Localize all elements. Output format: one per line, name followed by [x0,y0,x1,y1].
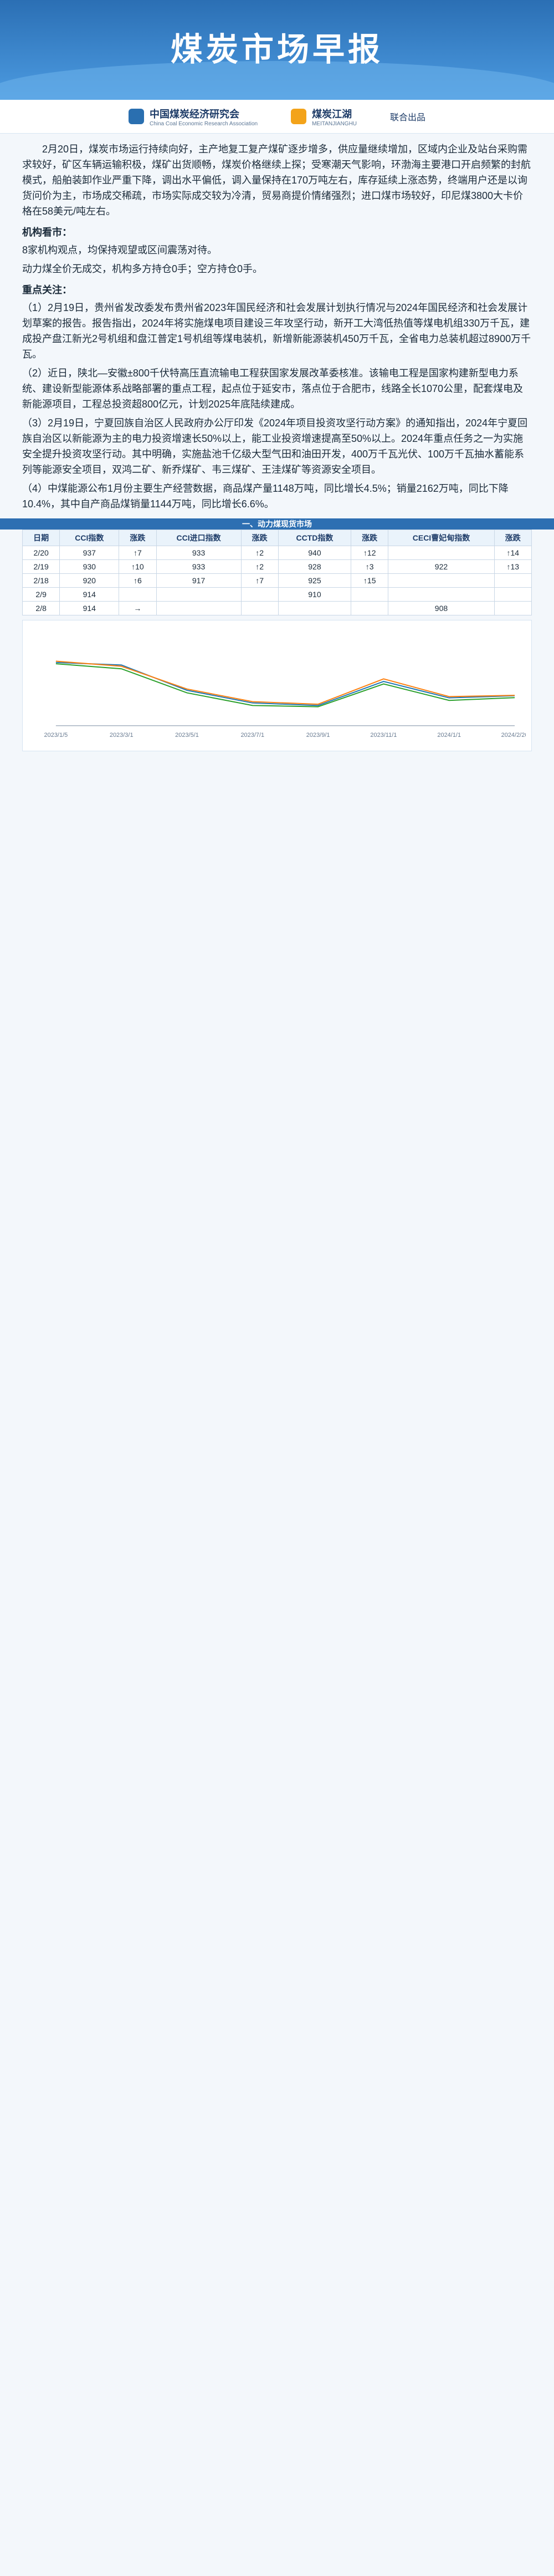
focus-item-1: （1）2月19日，贵州省发改委发布贵州省2023年国民经济和社会发展计划执行情况… [22,302,531,360]
cci-table-cell [156,587,242,602]
cci-table-cell: ↑14 [494,546,532,560]
cci-table-cell: ↑2 [240,546,279,560]
cci-table-cell: 920 [59,573,120,588]
cci-table-cell: ↑2 [240,559,279,574]
cci-table-cell [388,587,495,602]
x-tick-label: 2023/5/1 [175,732,199,739]
cci-table-row: 2/18 920 ↑6 917 ↑7 925 ↑15 [22,573,532,588]
cci-table-cell [156,601,242,615]
focus-item-2: （2）近日，陕北—安徽±800千伏特高压直流输电工程获国家发展改革委核准。该输电… [22,368,524,410]
cci-table-header: CCI进口指数 [156,530,242,546]
focus-title: 重点关注： [22,284,72,296]
series-0-line [55,661,515,706]
cci-table-header: CECI曹妃甸指数 [388,530,495,546]
cci-table-cell [494,601,532,615]
ccera-logo-mark [128,109,144,124]
cci-table-cell: 2/9 [22,587,60,602]
cci-table-cell: 928 [278,559,352,574]
cci-table-cell [240,601,279,615]
logo-meitanjianghu: 煤炭江湖 MEITANJIANGHU [291,106,357,127]
series-2-line [55,663,515,707]
cci-table-cell [388,573,495,588]
agency-title: 机构看市： [22,227,72,238]
cci-table-header: 涨跌 [351,530,389,546]
x-tick-label: 2023/9/1 [306,732,330,739]
cci-table-cell: ↑10 [119,559,157,574]
ccera-logo-en: China Coal Economic Research Association [149,120,258,127]
cci-table-cell [351,601,389,615]
cci-table-cell: 930 [59,559,120,574]
cci-line-chart: 2023/1/5 2023/3/1 2023/5/1 2023/7/1 2023/9/1… [44,660,528,739]
main-content: 2月20日，煤炭市场运行持续向好，主产地复工复产煤矿逐步增多，供应量继续增加，区… [0,134,554,512]
cci-table-cell: 917 [156,573,242,588]
x-tick-label: 2023/3/1 [110,732,134,739]
cci-table-cell: ↑13 [494,559,532,574]
cci-table-cell: ↑7 [240,573,279,588]
cci-table-cell: 933 [156,546,242,560]
x-tick-label: 2023/1/5 [44,732,68,739]
cci-table-row: 2/8 914 → 908 [22,601,532,615]
cci-table-cell: → [119,601,157,615]
market-summary: 2月20日，煤炭市场运行持续向好，主产地复工复产煤矿逐步增多，供应量继续增加，区… [22,144,531,217]
meitanjianghu-logo-en: MEITANJIANGHU [312,120,357,127]
cci-table-cell: ↑12 [351,546,389,560]
cci-table-cell: ↑7 [119,546,157,560]
meitanjianghu-logo-mark [291,109,307,124]
cci-table-cell: 925 [278,573,352,588]
cci-table-cell: 914 [59,587,120,602]
x-tick-label: 2024/2/20 [501,732,526,739]
cci-table-cell: 2/19 [22,559,60,574]
cci-table-cell: 910 [278,587,352,602]
cci-table-cell: ↑15 [351,573,389,588]
cci-table-row: 2/20 937 ↑7 933 ↑2 940 ↑12 ↑14 [22,546,532,560]
meitanjianghu-logo-name: 煤炭江湖 [312,108,352,120]
cci-table-header: CCTD指数 [278,530,352,546]
cci-table-cell: 940 [278,546,352,560]
cci-table-header: CCI指数 [59,530,120,546]
logo-strip: 中国煤炭经济研究会 China Coal Economic Research A… [0,100,554,134]
cci-table-cell: 937 [59,546,120,560]
x-tick-label: 2023/11/1 [370,732,397,739]
ccera-logo-name: 中国煤炭经济研究会 [149,108,239,120]
focus-item-3: （3）2月19日，宁夏回族自治区人民政府办公厅印发《2024年项目投资攻坚行动方… [22,418,528,475]
cci-table-cell: 2/8 [22,601,60,615]
cci-table-cell [494,573,532,588]
agency-line-1: 8家机构观点，均保持观望或区间震荡对待。 [22,245,218,256]
cci-table-cell: 2/18 [22,573,60,588]
cci-table-row: 2/9 914 910 [22,587,532,602]
cci-table-cell [278,601,352,615]
cci-table-cell [240,587,279,602]
hero-header: 煤炭市场早报 [0,0,554,100]
cci-table-header: 涨跌 [494,530,532,546]
section1-bar: 一、动力煤现货市场 [0,518,554,530]
cci-table-cell [388,546,495,560]
cci-table-cell: 2/20 [22,546,60,560]
cci-price-table: 日期 CCI指数 涨跌 CCI进口指数 涨跌 CCTD指数 涨跌 CECI曹妃甸… [22,530,532,615]
cci-table-cell: 922 [388,559,495,574]
cci-table-cell: ↑3 [351,559,389,574]
cci-table-cell: 908 [388,601,495,615]
x-tick-label: 2024/1/1 [437,732,461,739]
logo-ccera: 中国煤炭经济研究会 China Coal Economic Research A… [128,106,258,127]
cci-table-header-row: 日期 CCI指数 涨跌 CCI进口指数 涨跌 CCTD指数 涨跌 CECI曹妃甸… [22,530,532,546]
cci-table-cell [351,587,389,602]
cci-table-row: 2/19 930 ↑10 933 ↑2 928 ↑3 922 ↑13 [22,559,532,574]
cci-table-header: 日期 [22,530,60,546]
page-title: 煤炭市场早报 [170,32,383,68]
cci-table-cell: 933 [156,559,242,574]
joint-production-label: 联合出品 [390,113,426,123]
cci-table-cell: ↑6 [119,573,157,588]
cci-table-wrap: 日期 CCI指数 涨跌 CCI进口指数 涨跌 CCTD指数 涨跌 CECI曹妃甸… [22,530,532,615]
focus-item-4: （4）中煤能源公布1月份主要生产经营数据，商品煤产量1148万吨，同比增长4.5… [22,483,509,510]
x-tick-label: 2023/7/1 [240,732,264,739]
cci-table-header: 涨跌 [119,530,157,546]
cci-table-cell [119,587,157,602]
cci-chart: 2023/1/5 2023/3/1 2023/5/1 2023/7/1 2023/9/1… [22,620,532,751]
agency-line-2: 动力煤全价无成交，机构多方持仓0手；空方持仓0手。 [22,263,263,274]
cci-table-cell: 914 [59,601,120,615]
series-1-line [55,660,515,705]
cci-table-header: 涨跌 [240,530,279,546]
joint-production: 联合出品 [390,110,425,123]
cci-table-cell [494,587,532,602]
